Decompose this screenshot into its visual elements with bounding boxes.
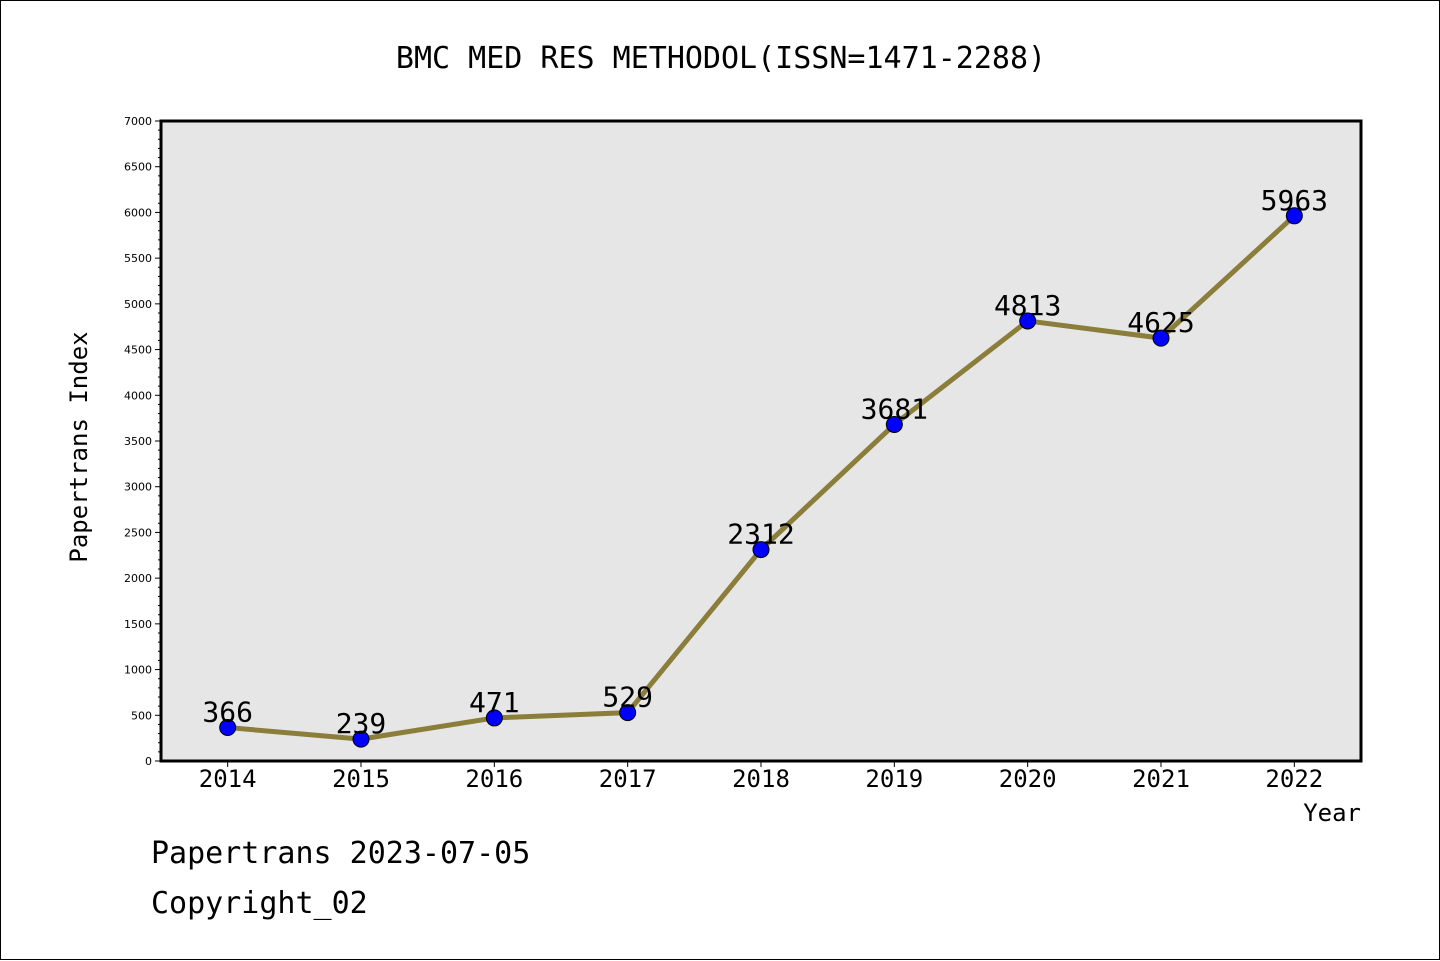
- y-tick-label: 500: [131, 709, 152, 722]
- y-tick-label: 6500: [124, 161, 152, 174]
- y-tick-label: 7000: [124, 115, 152, 128]
- data-point: [219, 719, 237, 737]
- x-tick-label: 2014: [199, 765, 257, 793]
- data-point: [1019, 312, 1037, 330]
- data-point: [885, 415, 903, 433]
- x-tick-label: 2019: [865, 765, 923, 793]
- data-label: 5963: [1261, 184, 1328, 217]
- x-tick-label: 2016: [465, 765, 523, 793]
- x-tick-label: 2015: [332, 765, 390, 793]
- x-tick-label: 2021: [1132, 765, 1190, 793]
- x-tick-label: 2020: [999, 765, 1057, 793]
- y-tick-label: 3500: [124, 435, 152, 448]
- y-tick-label: 0: [145, 755, 152, 768]
- source-caption: Papertrans 2023-07-05: [151, 836, 531, 871]
- data-point: [352, 730, 370, 748]
- data-point: [752, 541, 770, 559]
- x-tick-label: 2018: [732, 765, 790, 793]
- y-tick-label: 3000: [124, 481, 152, 494]
- y-tick-label: 1000: [124, 664, 152, 677]
- y-axis-label: Papertrans Index: [65, 331, 93, 562]
- data-label: 366: [202, 696, 253, 729]
- x-tick-label: 2022: [1265, 765, 1323, 793]
- y-tick-label: 4000: [124, 389, 152, 402]
- copyright-caption: Copyright_02: [151, 886, 368, 921]
- plot-border: [159, 119, 1363, 763]
- y-tick-label: 2500: [124, 526, 152, 539]
- data-point: [1152, 329, 1170, 347]
- x-axis-label: Year: [1303, 799, 1361, 827]
- data-label: 3681: [861, 392, 928, 425]
- y-tick-label: 4500: [124, 344, 152, 357]
- data-point: [485, 709, 503, 727]
- y-tick-label: 5500: [124, 252, 152, 265]
- data-label: 2312: [727, 518, 794, 551]
- x-tick-label: 2017: [599, 765, 657, 793]
- data-label: 239: [336, 707, 387, 740]
- data-point: [619, 704, 637, 722]
- plot-area: [161, 121, 1361, 761]
- y-tick-label: 5000: [124, 298, 152, 311]
- data-point: [1285, 207, 1303, 225]
- y-tick-label: 1500: [124, 618, 152, 631]
- y-tick-label: 6000: [124, 206, 152, 219]
- data-label: 4813: [994, 289, 1061, 322]
- chart-title: BMC MED RES METHODOL(ISSN=1471-2288): [396, 41, 1046, 76]
- data-label: 471: [469, 686, 520, 719]
- data-label: 4625: [1127, 306, 1194, 339]
- data-label: 529: [602, 681, 653, 714]
- y-tick-label: 2000: [124, 572, 152, 585]
